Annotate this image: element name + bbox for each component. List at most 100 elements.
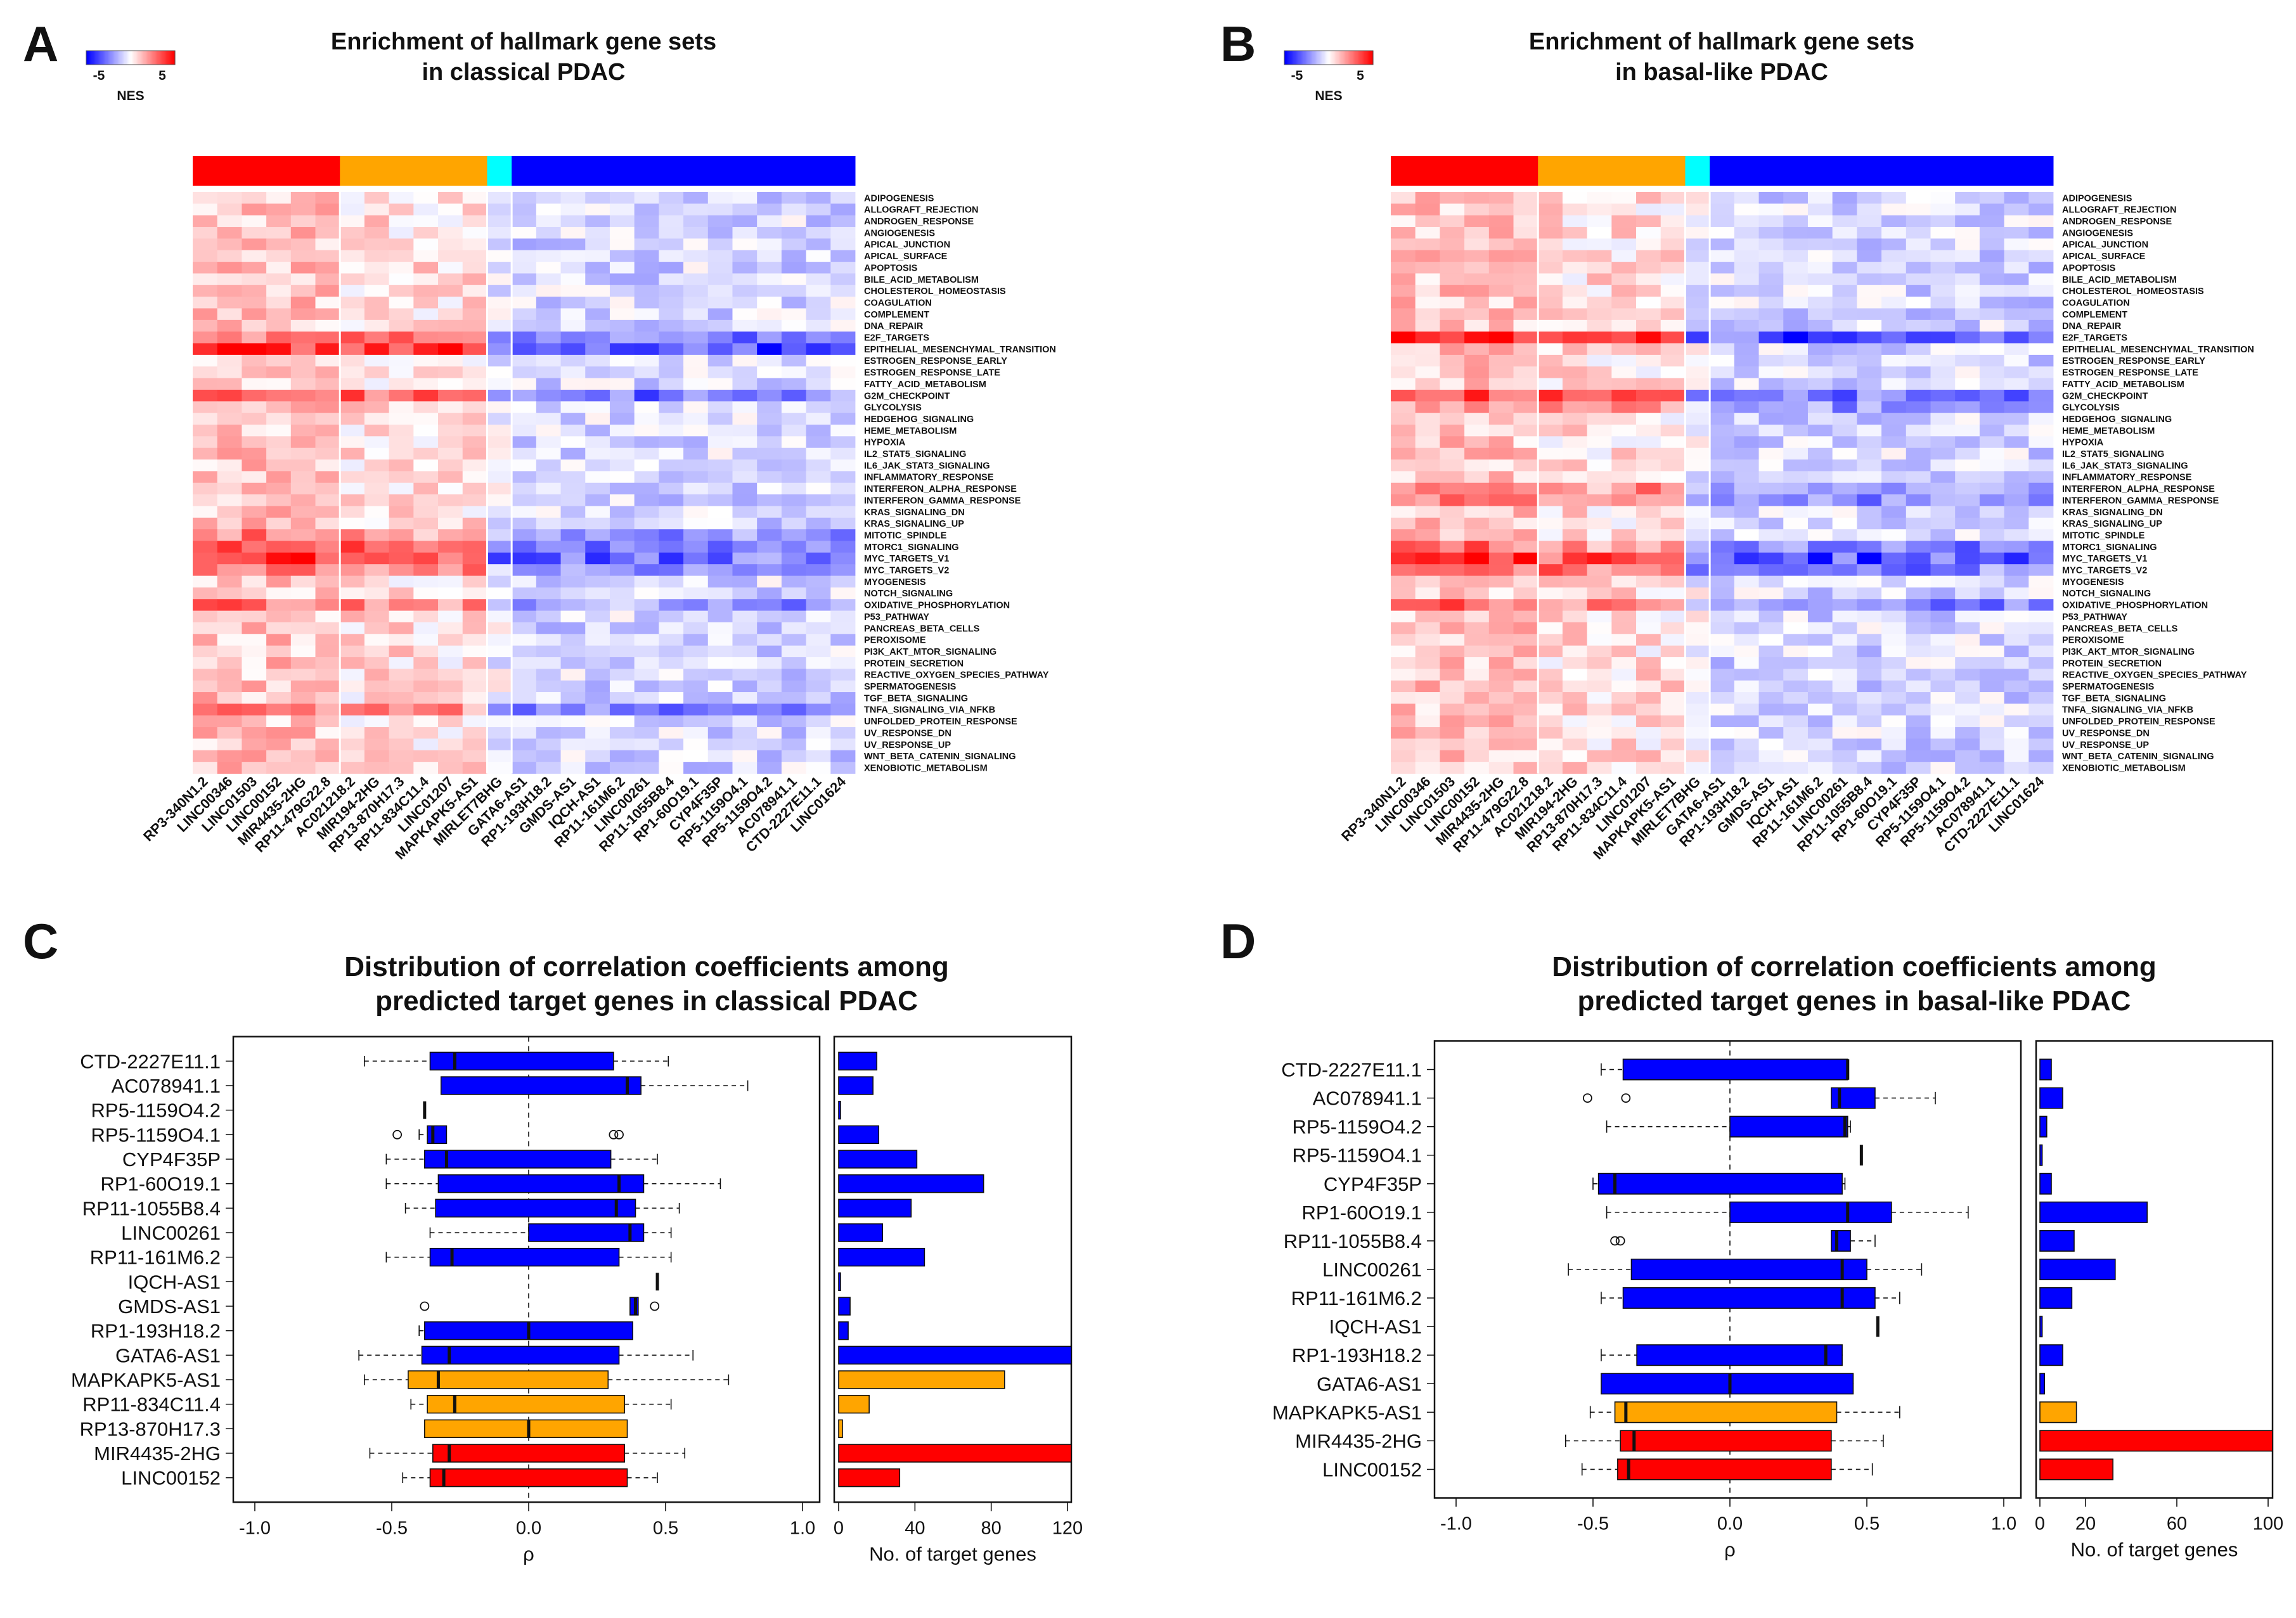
heatmap-cell <box>266 599 292 611</box>
heatmap-cell <box>315 436 340 449</box>
heatmap-cell <box>1562 343 1588 356</box>
heatmap-cell <box>2004 425 2029 437</box>
heatmap-cell <box>1807 262 1833 274</box>
heatmap-cell <box>438 227 463 239</box>
heatmap-cell <box>806 308 831 321</box>
heatmap-cell <box>512 506 537 518</box>
heatmap-cell <box>1660 203 1686 216</box>
heatmap-cell <box>585 645 610 658</box>
heatmap-cell <box>1513 297 1538 309</box>
heatmap-cell <box>560 366 586 378</box>
heatmap-cell <box>2028 389 2054 402</box>
heatmap-cell <box>707 447 733 460</box>
heatmap-cell <box>217 250 242 262</box>
heatmap-cell <box>1685 319 1710 332</box>
target-count-bar <box>2039 1458 2113 1480</box>
heatmap-cell <box>536 238 561 251</box>
heatmap-cell <box>1857 482 1882 495</box>
legend-swatch <box>123 51 125 65</box>
heatmap-cell <box>1734 703 1759 716</box>
heatmap-cell <box>1807 599 1833 611</box>
heatmap-cell <box>732 343 758 356</box>
heatmap-cell <box>1832 436 1857 449</box>
heatmap-cell <box>1415 517 1440 530</box>
heatmap-cell <box>1440 634 1465 646</box>
heatmap-row-label: DNA_REPAIR <box>2062 321 2122 331</box>
heatmap-cell <box>707 238 733 251</box>
heatmap-cell <box>1955 425 1980 437</box>
heatmap-cell <box>1832 354 1857 367</box>
legend-swatch <box>162 51 164 65</box>
heatmap-cell <box>340 669 365 681</box>
heatmap-cell <box>413 634 439 646</box>
heatmap-cell <box>1562 447 1588 460</box>
heatmap-row-label: GLYCOLYSIS <box>2062 403 2120 413</box>
heatmap-cell <box>1758 308 1784 321</box>
heatmap-cell <box>585 622 610 634</box>
heatmap-cell <box>609 552 635 565</box>
heatmap-cell <box>413 599 439 611</box>
heatmap-cell <box>2028 343 2054 356</box>
heatmap-cell <box>634 587 659 600</box>
heatmap-cell <box>1660 552 1686 565</box>
legend-swatch <box>134 51 136 65</box>
heatmap-cell <box>1930 564 1956 576</box>
heatmap-cell <box>1758 715 1784 728</box>
heatmap-cell <box>1488 262 1514 274</box>
heatmap-cell <box>1440 529 1465 541</box>
gene-label: RP1-60O19.1 <box>100 1173 221 1195</box>
heatmap-cell <box>1979 308 2004 321</box>
heatmap-cell <box>1538 378 1563 390</box>
heatmap-cell <box>757 634 782 646</box>
heatmap-cell <box>2004 447 2029 460</box>
heatmap-cell <box>1538 215 1563 228</box>
heatmap-cell <box>2028 703 2054 716</box>
heatmap-cell <box>560 738 586 751</box>
legend-swatch <box>1363 51 1365 65</box>
heatmap-cell <box>1464 599 1490 611</box>
heatmap-cell <box>536 564 561 576</box>
heatmap-cell <box>1930 273 1956 286</box>
heatmap-cell <box>290 762 316 774</box>
heatmap-cell <box>1881 238 1907 251</box>
heatmap-cell <box>290 215 316 228</box>
legend-swatch <box>1303 51 1305 65</box>
heatmap-cell <box>340 494 365 506</box>
heatmap-cell <box>659 238 684 251</box>
heatmap-cell <box>512 250 537 262</box>
gene-label: GATA6-AS1 <box>1317 1373 1422 1395</box>
heatmap-row-label: EPITHELIAL_MESENCHYMAL_TRANSITION <box>2062 345 2254 355</box>
heatmap-cell <box>1636 285 1661 297</box>
heatmap-cell <box>1562 459 1588 472</box>
heatmap-cell <box>1857 645 1882 658</box>
heatmap-cell <box>1857 541 1882 553</box>
heatmap-cell <box>1488 703 1514 716</box>
heatmap-cell <box>757 762 782 774</box>
heatmap-cell <box>340 506 365 518</box>
heatmap-cell <box>1391 215 1416 228</box>
heatmap-cell <box>438 669 463 681</box>
gene-label: CTD-2227E11.1 <box>80 1050 221 1072</box>
heatmap-cell <box>340 238 365 251</box>
heatmap-cell <box>757 750 782 762</box>
heatmap-cell <box>413 262 439 274</box>
heatmap-cell <box>1660 482 1686 495</box>
heatmap-cell <box>1783 459 1809 472</box>
heatmap-cell <box>634 610 659 623</box>
heatmap-cell <box>1710 354 1735 367</box>
heatmap-cell <box>1562 482 1588 495</box>
heatmap-row-label: XENOBIOTIC_METABOLISM <box>864 763 988 773</box>
legend-swatch <box>1326 51 1328 65</box>
heatmap-cell <box>806 471 831 484</box>
heatmap-cell <box>560 319 586 332</box>
heatmap-cell <box>487 436 512 449</box>
heatmap-cell <box>1513 552 1538 565</box>
heatmap-cell <box>536 494 561 506</box>
heatmap-cell <box>315 529 340 541</box>
heatmap-cell <box>1464 331 1490 344</box>
heatmap-cell <box>462 215 487 228</box>
heatmap-cell <box>438 262 463 274</box>
heatmap-cell <box>585 564 610 576</box>
heatmap-cell <box>1488 657 1514 669</box>
heatmap-cell <box>1562 645 1588 658</box>
